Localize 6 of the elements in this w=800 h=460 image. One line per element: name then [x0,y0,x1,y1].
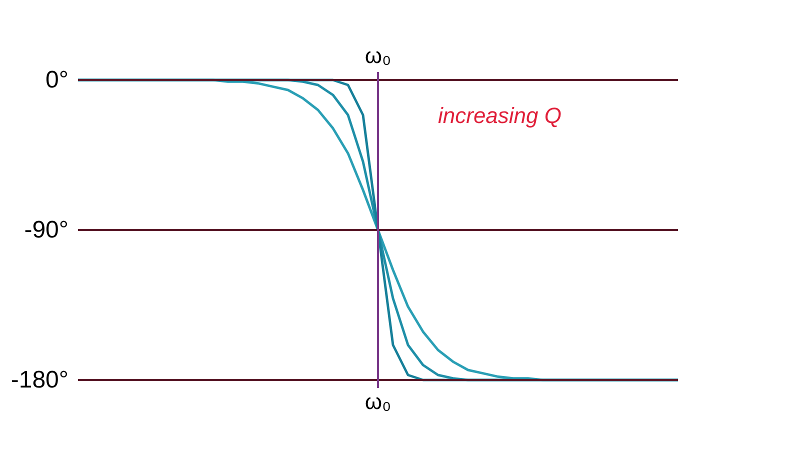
annotation: increasing Q [438,103,562,128]
text: ω₀ [364,43,392,68]
y-tick-label: 0° [46,66,68,94]
text: ω₀ [364,389,392,414]
y-tick-label: -180° [10,366,68,394]
y-tick-label: -90° [24,216,68,244]
